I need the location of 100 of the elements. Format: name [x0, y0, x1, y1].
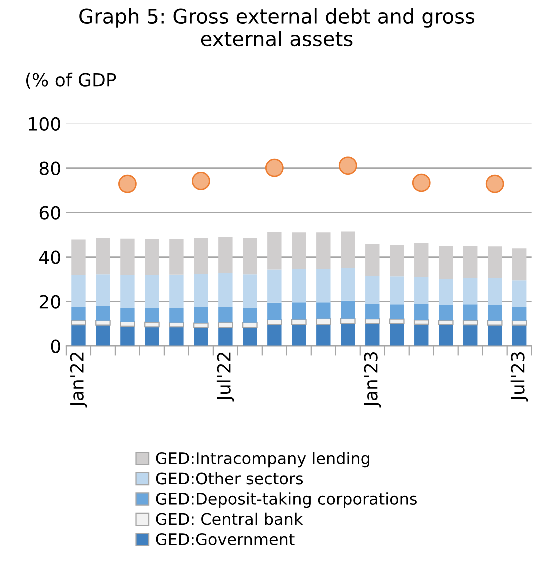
bar	[96, 238, 110, 275]
bar	[218, 237, 233, 274]
bar	[488, 278, 502, 306]
legend-label: GED:Government	[156, 533, 295, 546]
bar	[194, 238, 208, 274]
x-tick-label: Jan'22	[70, 352, 88, 408]
bar	[268, 302, 282, 320]
bar	[487, 320, 503, 326]
bar	[72, 307, 86, 321]
bar	[96, 306, 110, 321]
chart-title: Graph 5: Gross external debt and gross external assets	[80, 8, 475, 47]
bar	[292, 302, 306, 320]
bar	[414, 304, 429, 320]
bar	[316, 302, 331, 319]
bar	[316, 318, 332, 326]
y-axis-title: (% of GDP	[26, 72, 116, 89]
bar	[145, 327, 160, 346]
y-tick-label: 0	[51, 340, 60, 354]
bar	[512, 325, 527, 346]
bar	[414, 243, 429, 278]
bar	[341, 268, 356, 301]
bar	[512, 248, 527, 281]
bar	[438, 320, 454, 326]
bar	[72, 325, 86, 346]
y-tick-label: 60	[40, 206, 60, 220]
bar	[218, 328, 233, 346]
bar	[414, 277, 429, 304]
y-tick-label: 20	[40, 295, 60, 309]
bar	[170, 274, 184, 308]
bar	[120, 308, 135, 322]
bar	[462, 320, 478, 326]
bar	[316, 324, 331, 346]
bar	[170, 308, 184, 323]
bar	[96, 325, 110, 346]
bar	[292, 232, 306, 270]
bar	[512, 308, 527, 321]
bar	[145, 239, 160, 276]
bar	[390, 324, 404, 346]
bar	[218, 307, 233, 323]
bar	[218, 273, 233, 308]
legend-label: GED: Central bank	[156, 512, 304, 526]
bar	[72, 240, 86, 276]
bar	[243, 274, 258, 308]
bar	[194, 308, 208, 324]
bar	[316, 269, 331, 303]
y-tick-label: 100	[29, 117, 60, 131]
bar	[439, 324, 454, 346]
legend-label: GED:Intracompany lending	[156, 452, 370, 468]
bar	[170, 239, 184, 275]
y-tick-label: 80	[40, 162, 60, 176]
bar	[341, 324, 356, 346]
bar	[96, 274, 110, 306]
x-tick-label: Jul'22	[216, 352, 234, 402]
bar	[243, 308, 258, 323]
bar	[488, 246, 502, 278]
bar	[170, 327, 184, 346]
bar	[390, 245, 404, 277]
legend-label: GED:Deposit-taking corporations	[156, 492, 417, 508]
legend-label: GED:Other sectors	[156, 472, 304, 485]
bar	[439, 279, 454, 306]
bar	[366, 324, 380, 346]
bar	[268, 324, 282, 346]
bar	[512, 280, 527, 308]
bar	[512, 320, 528, 326]
bar	[464, 278, 478, 305]
bar	[366, 276, 380, 304]
x-tick-label: Jan'23	[364, 352, 382, 408]
bar	[390, 304, 404, 320]
bar	[268, 270, 282, 303]
bar	[292, 269, 306, 303]
bar	[464, 246, 478, 278]
bar	[194, 322, 209, 328]
bar	[389, 318, 405, 324]
point	[412, 174, 431, 192]
y-tick-label: 40	[40, 250, 60, 264]
bar	[120, 238, 135, 276]
bar	[292, 324, 306, 346]
bar	[464, 325, 478, 346]
bar	[464, 304, 478, 321]
bar	[390, 276, 404, 305]
bar	[194, 328, 208, 346]
bar	[366, 244, 380, 276]
point	[192, 172, 210, 190]
bar	[341, 232, 356, 268]
bar	[194, 274, 208, 308]
bar	[341, 300, 356, 319]
x-tick-label: Jul'23	[510, 352, 528, 402]
bar	[488, 305, 502, 321]
bar	[340, 318, 356, 324]
point	[118, 174, 137, 194]
bar	[366, 304, 380, 320]
bar	[120, 276, 135, 308]
bar	[71, 320, 86, 326]
bar	[268, 232, 282, 270]
point	[486, 174, 504, 194]
bar	[364, 318, 380, 324]
bar	[145, 308, 160, 322]
bar	[414, 324, 429, 346]
bar	[439, 306, 454, 321]
bar	[316, 232, 331, 270]
